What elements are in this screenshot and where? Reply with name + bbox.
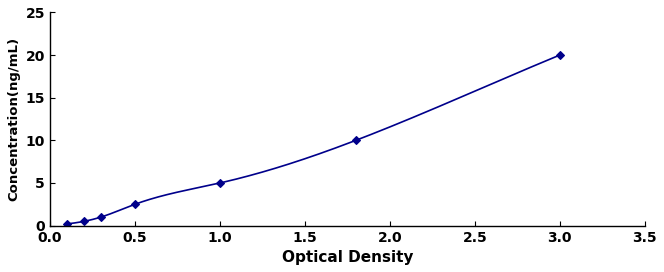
X-axis label: Optical Density: Optical Density	[282, 250, 413, 265]
Y-axis label: Concentration(ng/mL): Concentration(ng/mL)	[7, 37, 20, 201]
